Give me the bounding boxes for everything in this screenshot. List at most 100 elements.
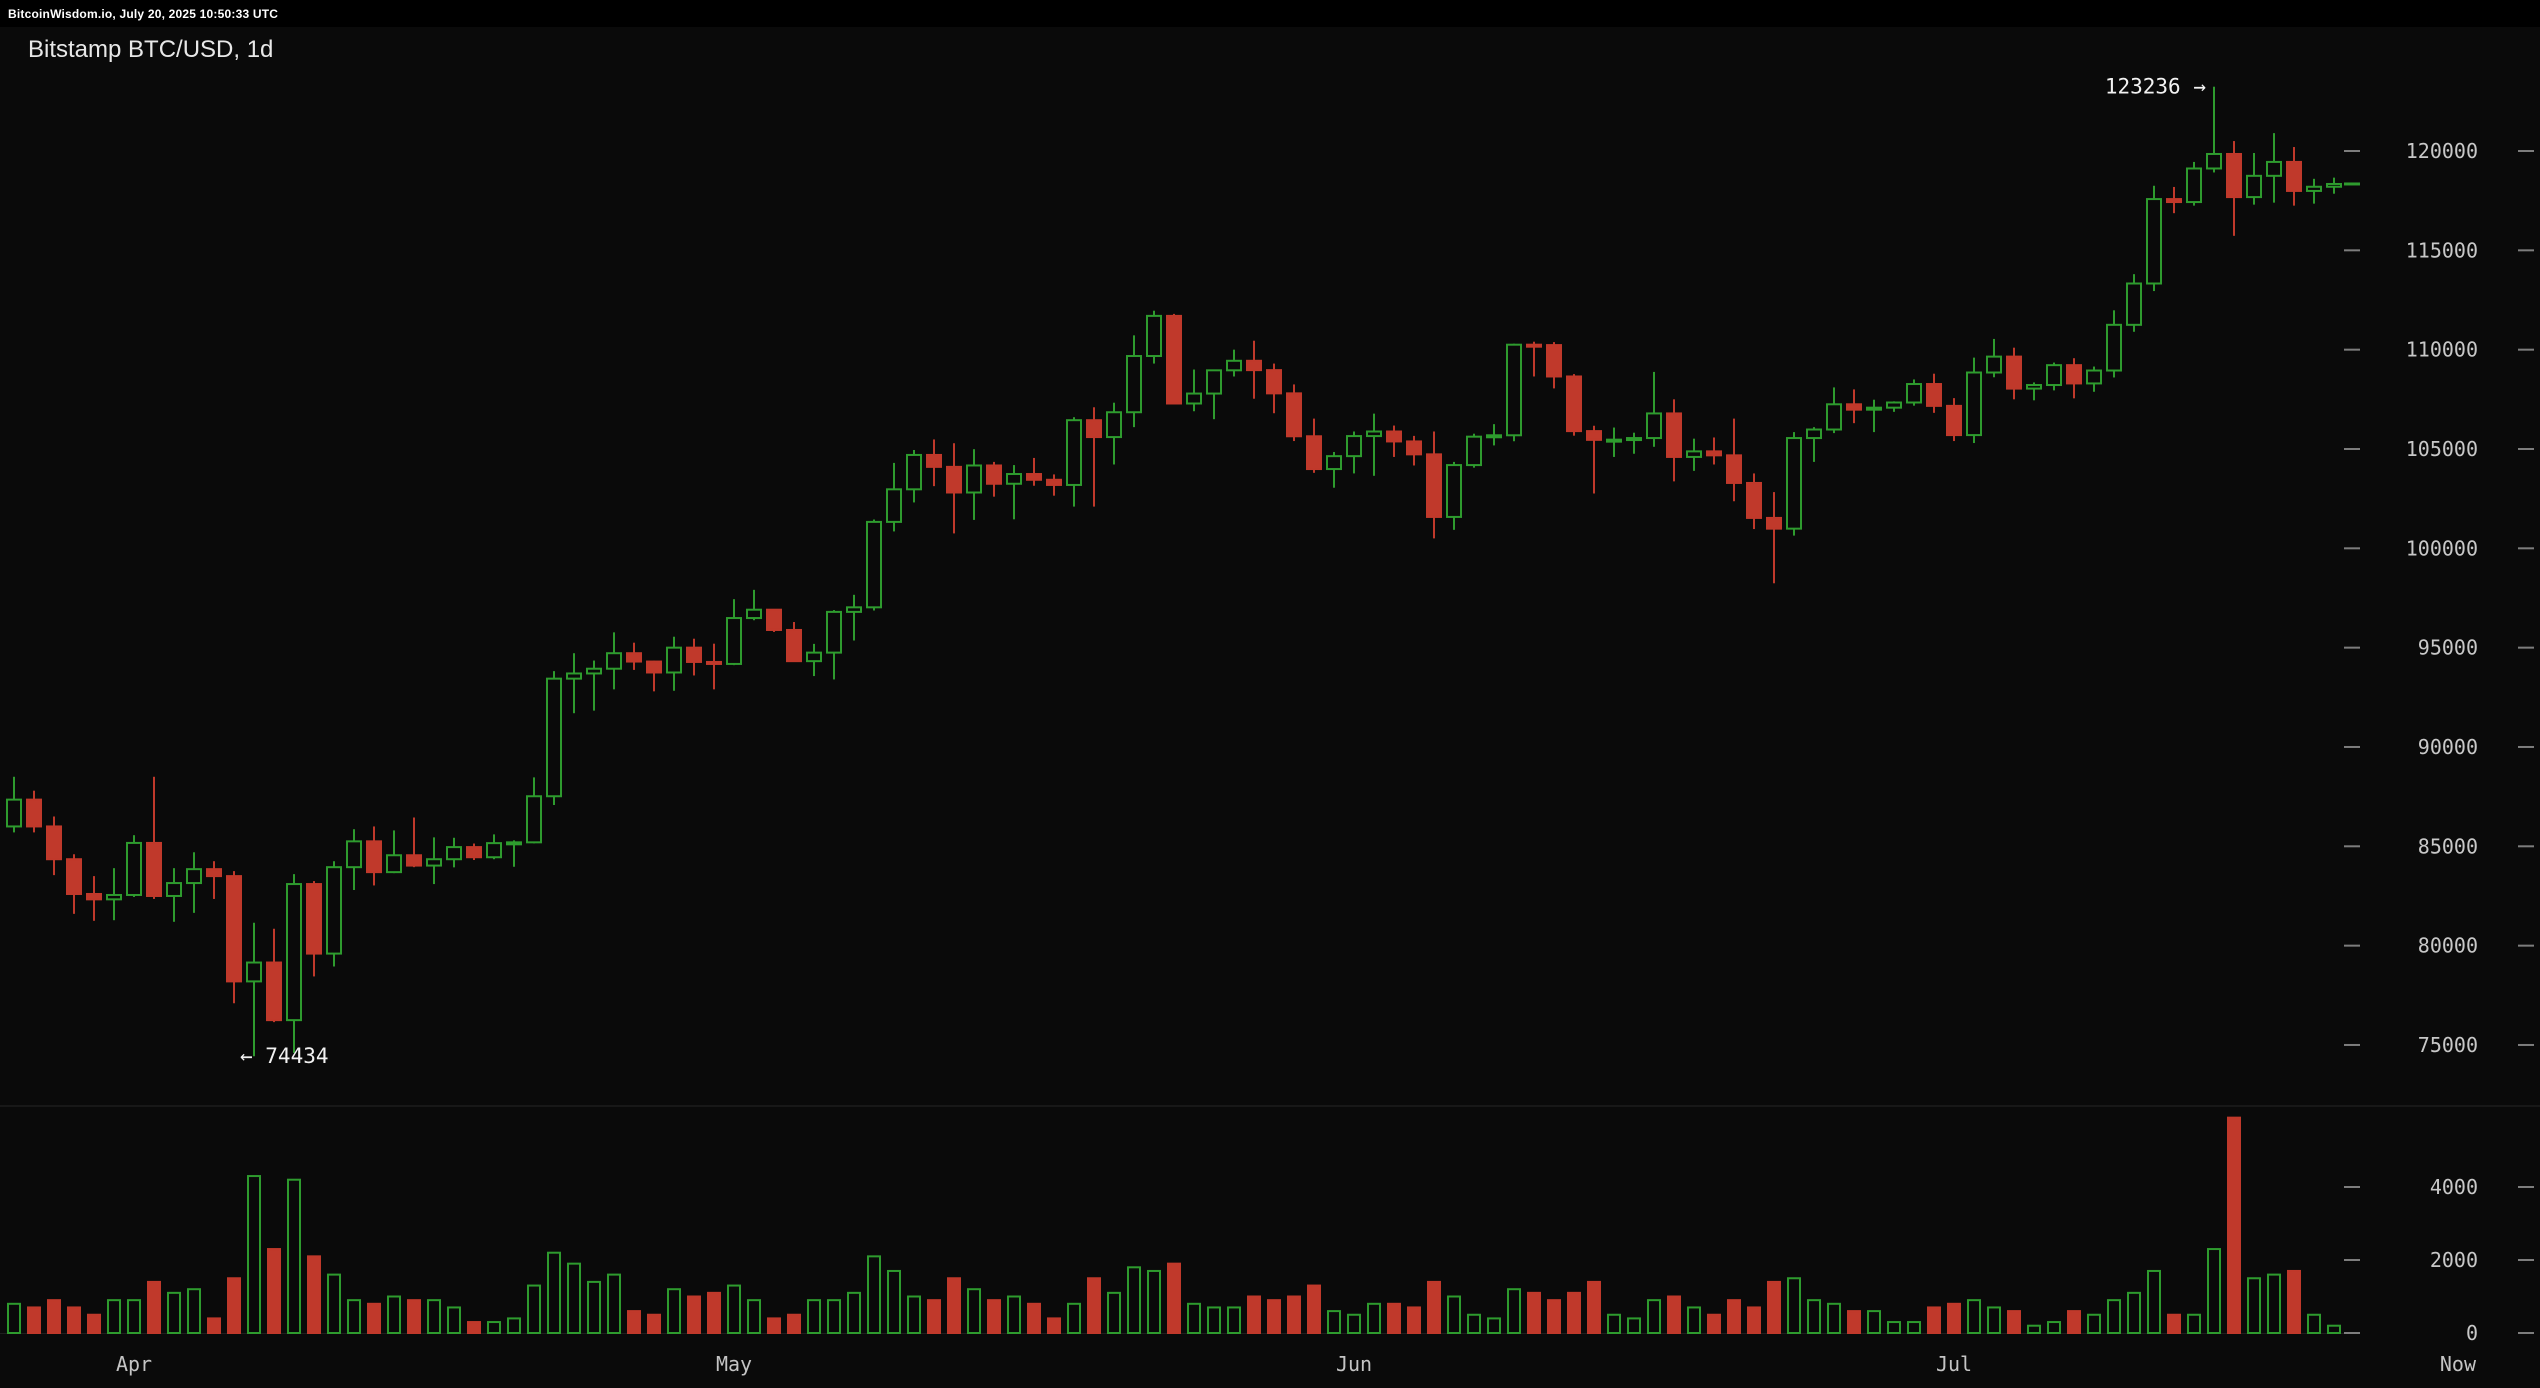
candle[interactable] — [1286, 384, 1302, 442]
candle[interactable] — [1526, 341, 1542, 377]
candle[interactable] — [906, 449, 922, 503]
candle[interactable] — [1546, 342, 1562, 389]
candle[interactable] — [2166, 186, 2182, 214]
candle[interactable] — [1506, 343, 1522, 442]
candle[interactable] — [1426, 431, 1442, 539]
candle[interactable] — [806, 643, 822, 677]
candle[interactable] — [2046, 362, 2062, 391]
candle[interactable] — [566, 653, 582, 714]
candle[interactable] — [446, 837, 462, 868]
candle[interactable] — [686, 638, 702, 676]
candle[interactable] — [486, 834, 502, 860]
candle[interactable] — [1346, 431, 1362, 474]
candle[interactable] — [66, 854, 82, 914]
candle[interactable] — [226, 871, 242, 1004]
candle[interactable] — [1906, 379, 1922, 406]
candle[interactable] — [2206, 86, 2222, 173]
candle[interactable] — [606, 632, 622, 690]
candle[interactable] — [2126, 274, 2142, 332]
candle[interactable] — [726, 599, 742, 666]
candle[interactable] — [1266, 363, 1282, 414]
candle[interactable] — [126, 835, 142, 897]
candle[interactable] — [1026, 457, 1042, 486]
candle[interactable] — [2226, 141, 2242, 236]
candle[interactable] — [1046, 474, 1062, 496]
candle[interactable] — [966, 449, 982, 520]
candle[interactable] — [306, 881, 322, 977]
candle[interactable] — [1666, 399, 1682, 482]
candle[interactable] — [1486, 424, 1502, 446]
candle[interactable] — [1626, 432, 1642, 454]
candle[interactable] — [2286, 147, 2302, 206]
candle[interactable] — [1166, 313, 1182, 405]
candle[interactable] — [1606, 427, 1622, 457]
candle[interactable] — [1146, 310, 1162, 364]
candle[interactable] — [1226, 349, 1242, 377]
candle[interactable] — [1786, 432, 1802, 536]
candle[interactable] — [2066, 358, 2082, 399]
candle[interactable] — [166, 868, 182, 922]
candle[interactable] — [366, 826, 382, 886]
candle[interactable] — [266, 928, 282, 1023]
candle[interactable] — [1366, 413, 1382, 476]
candle[interactable] — [2326, 177, 2342, 194]
candle[interactable] — [506, 840, 522, 867]
candle[interactable] — [1246, 340, 1262, 399]
candle[interactable] — [1966, 357, 1982, 444]
candle[interactable] — [1306, 418, 1322, 473]
candle[interactable] — [1466, 433, 1482, 468]
candle[interactable] — [1686, 438, 1702, 471]
candle[interactable] — [1446, 461, 1462, 530]
candle[interactable] — [886, 462, 902, 532]
candle[interactable] — [1206, 369, 1222, 420]
candle[interactable] — [1726, 418, 1742, 502]
candle[interactable] — [546, 671, 562, 805]
candle[interactable] — [526, 777, 542, 844]
candle[interactable] — [826, 610, 842, 680]
candle[interactable] — [26, 790, 42, 833]
candle[interactable] — [106, 868, 122, 921]
candle[interactable] — [1846, 389, 1862, 424]
candle[interactable] — [986, 461, 1002, 497]
candle[interactable] — [2106, 310, 2122, 378]
candle[interactable] — [2086, 366, 2102, 392]
candle[interactable] — [1946, 398, 1962, 442]
candle[interactable] — [1086, 407, 1102, 507]
candle[interactable] — [86, 876, 102, 921]
candle[interactable] — [426, 837, 442, 885]
candle[interactable] — [246, 922, 262, 1057]
candle[interactable] — [146, 776, 162, 899]
candle[interactable] — [286, 874, 302, 1053]
candle[interactable] — [666, 636, 682, 691]
candle[interactable] — [786, 622, 802, 663]
candle[interactable] — [2146, 185, 2162, 292]
candle[interactable] — [2006, 347, 2022, 400]
candle[interactable] — [1006, 465, 1022, 520]
candle[interactable] — [1066, 417, 1082, 507]
candle[interactable] — [1746, 473, 1762, 530]
candle[interactable] — [2026, 382, 2042, 401]
candle[interactable] — [1386, 425, 1402, 457]
candle[interactable] — [6, 776, 22, 833]
candle[interactable] — [1406, 435, 1422, 466]
candle[interactable] — [1826, 387, 1842, 434]
candle[interactable] — [746, 589, 762, 621]
candle[interactable] — [646, 660, 662, 692]
candle[interactable] — [586, 660, 602, 711]
candlestick-pane[interactable] — [6, 86, 2342, 1057]
candle[interactable] — [1926, 373, 1942, 413]
candle[interactable] — [1646, 371, 1662, 447]
candle[interactable] — [626, 642, 642, 670]
candle[interactable] — [1126, 335, 1142, 428]
candle[interactable] — [1586, 425, 1602, 494]
candle[interactable] — [1766, 492, 1782, 584]
candle[interactable] — [1326, 451, 1342, 488]
candle[interactable] — [926, 439, 942, 487]
candle[interactable] — [2246, 152, 2262, 205]
candle[interactable] — [1866, 399, 1882, 433]
candle[interactable] — [2266, 133, 2282, 203]
candle[interactable] — [846, 594, 862, 641]
candle[interactable] — [326, 861, 342, 967]
candle[interactable] — [46, 816, 62, 876]
